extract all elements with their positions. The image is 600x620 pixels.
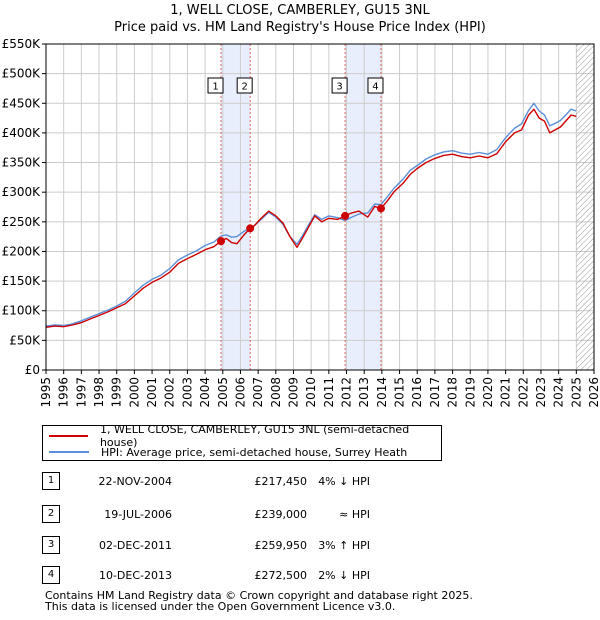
y-tick-label: £50K [9,333,41,347]
legend-item-property: 1, WELL CLOSE, CAMBERLEY, GU15 3NL (semi… [49,423,441,449]
transaction-price: £259,950 [254,539,308,552]
x-tick-label: 2023 [534,377,548,408]
y-tick-label: £0 [25,363,40,377]
sale-number-label: 4 [372,82,378,93]
y-tick-label: £550K [2,37,42,51]
x-tick-label: 2008 [269,377,283,408]
legend-label-property: 1, WELL CLOSE, CAMBERLEY, GU15 3NL (semi… [99,423,410,449]
transaction-date: 02-DEC-2011 [98,539,172,552]
transaction-price: £272,500 [254,569,308,582]
y-tick-label: £200K [2,244,42,258]
sale-number-box [367,77,384,94]
transaction-date: 19-JUL-2006 [104,508,172,521]
x-tick-label: 2021 [499,377,513,408]
x-tick-label: 2016 [410,377,424,408]
x-tick-label: 1996 [57,377,71,408]
transaction-badge: 1 [42,472,60,490]
y-tick-label: £400K [2,126,42,140]
transaction-hpi-diff: 4% ↓ HPI [318,475,370,488]
chart-subtitle: Price paid vs. HM Land Registry's House … [114,20,486,35]
x-tick-label: 2014 [375,377,389,408]
legend: 1, WELL CLOSE, CAMBERLEY, GU15 3NL (semi… [42,423,442,461]
x-tick-label: 2025 [569,377,583,408]
sale-number-label: 1 [212,82,218,93]
x-tick-label: 2005 [216,377,230,408]
legend-swatch-property [49,435,88,437]
x-tick-label: 2003 [180,377,194,408]
x-tick-label: 1999 [110,377,124,408]
chart-title: 1, WELL CLOSE, CAMBERLEY, GU15 3NL [170,3,430,18]
transaction-badge: 2 [42,505,60,523]
sale-point [246,224,255,233]
x-tick-label: 2026 [587,377,600,408]
sale-period-shade [221,44,251,370]
transaction-hpi-diff: 2% ↓ HPI [318,569,370,582]
y-tick-label: £150K [2,274,42,288]
chart-title-block: 1, WELL CLOSE, CAMBERLEY, GU15 3NL Price… [0,2,600,36]
transaction-price: £239,000 [254,508,308,521]
x-tick-label: 2002 [163,377,177,408]
x-tick-label: 2022 [516,377,530,408]
x-tick-label: 1998 [92,377,106,408]
y-tick-label: £450K [2,96,42,110]
sale-number-box [207,77,224,94]
sale-number-label: 2 [241,82,247,93]
transaction-row: 4 10-DEC-2013 £272,500 2% ↓ HPI [42,566,402,586]
legend-label-hpi: HPI: Average price, semi-detached house,… [101,445,408,459]
x-tick-label: 2015 [393,377,407,408]
legend-item-hpi: HPI: Average price, semi-detached house,… [49,445,407,459]
sale-point [341,211,350,220]
plot-frame [45,43,595,371]
x-tick-label: 2001 [145,377,159,408]
y-tick-label: £100K [2,304,42,318]
transaction-date: 10-DEC-2013 [98,569,172,582]
footer-license: This data is licensed under the Open Gov… [45,600,396,613]
x-tick-label: 2004 [198,377,212,408]
price-chart: 1 2 3 4 £0 £50K £100K £150K £200K £250K £300K £350… [2,37,600,408]
y-tick-label: £250K [2,215,42,229]
transaction-row: 2 19-JUL-2006 £239,000 ≈ HPI [42,505,402,525]
footer: Contains HM Land Registry data © Crown c… [45,590,473,612]
x-tick-label: 1995 [39,377,53,408]
sale-number-box [331,77,348,94]
x-tick-label: 2009 [286,377,300,408]
legend-swatch-hpi [49,451,89,453]
transaction-date: 22-NOV-2004 [98,475,172,488]
transaction-badge: 3 [42,536,60,554]
x-tick-label: 2010 [304,377,318,408]
x-tick-label: 2000 [127,377,141,408]
transaction-price: £217,450 [254,475,308,488]
forecast-hatch [576,44,594,370]
sale-point [376,204,385,213]
sale-number-label: 3 [336,82,342,93]
footer-copyright: Contains HM Land Registry data © Crown c… [45,589,473,602]
sale-point [217,237,226,246]
y-tick-label: £500K [2,67,42,81]
x-tick-label: 2017 [428,377,442,408]
transaction-hpi-diff: ≈ HPI [339,508,370,521]
x-tick-label: 2012 [340,377,354,408]
x-tick-label: 2007 [251,377,265,408]
hpi-line [45,102,577,327]
y-tick-label: £350K [2,156,42,170]
transaction-row: 3 02-DEC-2011 £259,950 3% ↑ HPI [42,536,402,556]
x-tick-label: 2013 [357,377,371,408]
transaction-hpi-diff: 3% ↑ HPI [318,539,370,552]
x-tick-label: 2024 [552,377,566,408]
x-tick-label: 2006 [233,377,247,408]
x-tick-label: 1997 [74,377,88,408]
transaction-row: 1 22-NOV-2004 £217,450 4% ↓ HPI [42,472,402,492]
x-tick-label: 2011 [322,377,336,408]
x-tick-label: 2020 [481,377,495,408]
transaction-badge: 4 [42,566,60,584]
y-tick-label: £300K [2,185,42,199]
x-tick-label: 2019 [463,377,477,408]
sale-number-box [236,77,253,94]
property-price-line [45,108,577,328]
x-tick-label: 2018 [446,377,460,408]
